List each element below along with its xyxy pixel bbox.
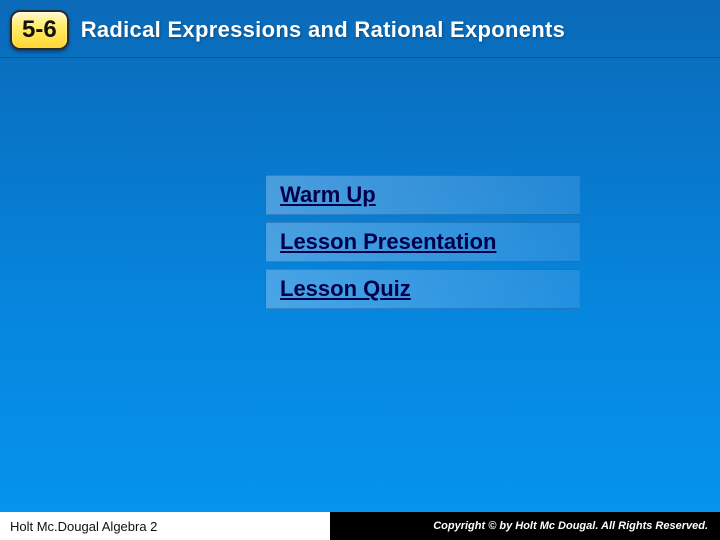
footer: Holt Mc.Dougal Algebra 2 Copyright © by …	[0, 512, 720, 540]
link-lesson-presentation[interactable]: Lesson Presentation	[265, 222, 580, 262]
link-label: Warm Up	[280, 182, 376, 207]
footer-left-text: Holt Mc.Dougal Algebra 2	[0, 512, 330, 540]
link-warm-up[interactable]: Warm Up	[265, 175, 580, 215]
link-label: Lesson Presentation	[280, 229, 496, 254]
section-badge: 5-6	[10, 10, 69, 50]
footer-copyright: Copyright © by Holt Mc Dougal. All Right…	[330, 512, 720, 540]
links-list: Warm Up Lesson Presentation Lesson Quiz	[265, 175, 580, 316]
header: 5-6 Radical Expressions and Rational Exp…	[0, 0, 720, 58]
link-lesson-quiz[interactable]: Lesson Quiz	[265, 269, 580, 309]
link-label: Lesson Quiz	[280, 276, 411, 301]
slide: 5-6 Radical Expressions and Rational Exp…	[0, 0, 720, 540]
page-title: Radical Expressions and Rational Exponen…	[81, 17, 566, 43]
